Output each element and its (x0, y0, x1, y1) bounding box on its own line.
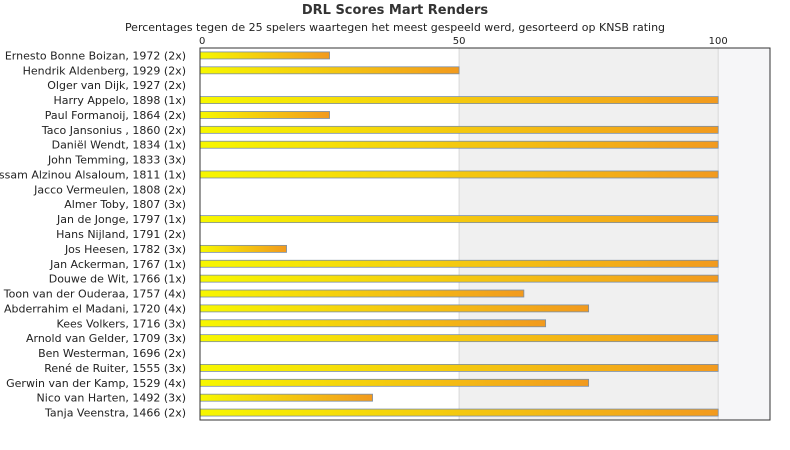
category-label: Hussam Alzinou Alsaloum, 1811 (1x) (0, 168, 186, 181)
category-label: Ernesto Bonne Boizan, 1972 (2x) (5, 49, 186, 62)
category-label: Jos Heesen, 1782 (3x) (64, 243, 186, 256)
category-label: Hans Nijland, 1791 (2x) (56, 228, 186, 241)
bar (199, 125, 719, 134)
category-label: Gerwin van der Kamp, 1529 (4x) (6, 377, 186, 390)
category-label: Kees Volkers, 1716 (3x) (57, 317, 186, 330)
bar (199, 170, 719, 179)
category-label: Jacco Vermeulen, 1808 (2x) (33, 183, 186, 196)
category-label: Taco Jansonius , 1860 (2x) (41, 124, 186, 137)
category-label: Ben Westerman, 1696 (2x) (38, 347, 186, 360)
category-label: Tanja Veenstra, 1466 (2x) (44, 407, 186, 420)
bar (199, 96, 719, 104)
category-label: Olger van Dijk, 1927 (2x) (47, 79, 186, 92)
category-label: Nico van Harten, 1492 (3x) (37, 392, 186, 405)
bar (199, 51, 330, 60)
x-tick-label: 50 (453, 36, 466, 47)
plot-area (199, 47, 771, 421)
category-label: Abderrahim el Madani, 1720 (4x) (4, 302, 186, 315)
x-tick-label: 100 (709, 36, 728, 47)
category-label: Jan Ackerman, 1767 (1x) (49, 258, 186, 271)
bar (199, 215, 719, 224)
category-label: Almer Toby, 1807 (3x) (64, 198, 186, 211)
bar (199, 334, 719, 343)
bar (199, 364, 719, 372)
bar (199, 259, 719, 268)
category-label: Jan de Jonge, 1797 (1x) (56, 213, 186, 226)
category-label: Toon van der Ouderaa, 1757 (4x) (3, 288, 186, 301)
bar (199, 66, 460, 75)
band-100-max (718, 48, 770, 420)
bar (199, 274, 719, 283)
bar (199, 244, 287, 253)
x-tick-label: 0 (199, 36, 205, 47)
category-label: Harry Appelo, 1898 (1x) (54, 94, 187, 107)
bar (199, 393, 373, 402)
category-label: Arnold van Gelder, 1709 (3x) (26, 332, 186, 345)
category-label: René de Ruiter, 1555 (3x) (44, 362, 186, 375)
chart-subtitle: Percentages tegen de 25 spelers waartege… (124, 21, 666, 34)
bar (199, 378, 590, 387)
category-label: Paul Formanoij, 1864 (2x) (45, 109, 186, 122)
bar (199, 140, 719, 149)
category-label: Douwe de Wit, 1766 (1x) (49, 273, 186, 286)
bar (199, 319, 547, 328)
band-50-100 (459, 48, 719, 420)
category-label: Daniël Wendt, 1834 (1x) (52, 139, 186, 152)
category-label: Hendrik Aldenberg, 1929 (2x) (23, 64, 186, 77)
bar (199, 289, 525, 298)
bar (199, 304, 590, 313)
bar (199, 111, 330, 119)
bar (199, 408, 719, 417)
category-label: John Temming, 1833 (3x) (47, 154, 186, 167)
chart-title: DRL Scores Mart Renders (301, 3, 489, 18)
